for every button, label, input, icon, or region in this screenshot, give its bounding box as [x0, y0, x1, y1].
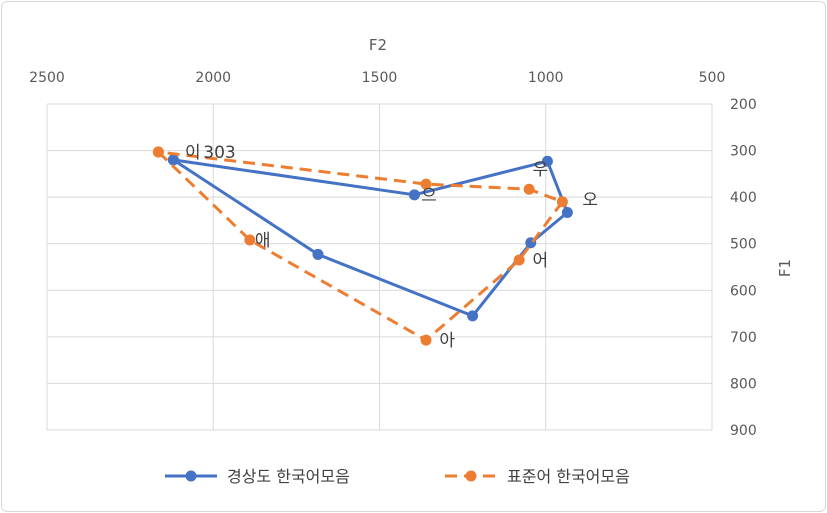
x-axis-title: F2 [369, 36, 387, 54]
data-point [561, 207, 573, 219]
data-point [312, 248, 324, 260]
legend-marker-2 [465, 470, 477, 482]
data-point [244, 234, 256, 246]
point-labels: 애아 어 오 우으 이 303 [185, 143, 598, 351]
x-tick-label: 1000 [528, 70, 564, 86]
data-point [523, 183, 535, 195]
legend-label-2: 표준어 한국어모음 [507, 467, 630, 486]
data-point [420, 334, 432, 346]
point-label: 어 [532, 251, 548, 271]
data-point [167, 154, 179, 166]
y-tick-label: 700 [730, 330, 757, 346]
point-label: 303 [203, 143, 235, 163]
y-tick-label: 300 [730, 144, 757, 160]
point-label: 으 [421, 186, 437, 206]
data-point [513, 254, 525, 266]
x-tick-label: 1500 [362, 70, 398, 86]
legend-label-1: 경상도 한국어모음 [227, 467, 350, 486]
data-point [408, 189, 420, 201]
y-tick-label: 500 [730, 237, 757, 253]
x-tick-label: 2500 [29, 70, 65, 86]
point-label: 아 [439, 331, 455, 351]
y-tick-labels: 200 300 400 500 600 700 800 900 [730, 97, 757, 439]
point-label: 우 [532, 160, 548, 180]
data-point [556, 196, 568, 208]
y-tick-label: 600 [730, 283, 757, 299]
point-label: 오 [582, 190, 598, 210]
x-tick-label: 2000 [195, 70, 231, 86]
gridlines [46, 103, 713, 431]
x-tick-label: 500 [699, 70, 726, 86]
x-tick-labels: 2500 2000 1500 1000 500 [29, 70, 725, 86]
data-point [541, 155, 553, 167]
y-axis-title: F1 [776, 259, 794, 277]
y-tick-label: 200 [730, 97, 757, 113]
series-layer [152, 146, 573, 346]
point-label: 애 [255, 231, 271, 251]
point-label: 이 [185, 143, 201, 163]
y-tick-label: 400 [730, 190, 757, 206]
data-point [420, 178, 432, 190]
series-line-2 [157, 150, 564, 342]
y-tick-label: 800 [730, 376, 757, 392]
legend-marker-1 [185, 470, 197, 482]
y-tick-label: 900 [730, 423, 757, 439]
legend: 경상도 한국어모음 표준어 한국어모음 [165, 467, 630, 486]
data-point [467, 310, 479, 322]
series-line-1 [172, 158, 569, 318]
data-point [152, 146, 164, 158]
